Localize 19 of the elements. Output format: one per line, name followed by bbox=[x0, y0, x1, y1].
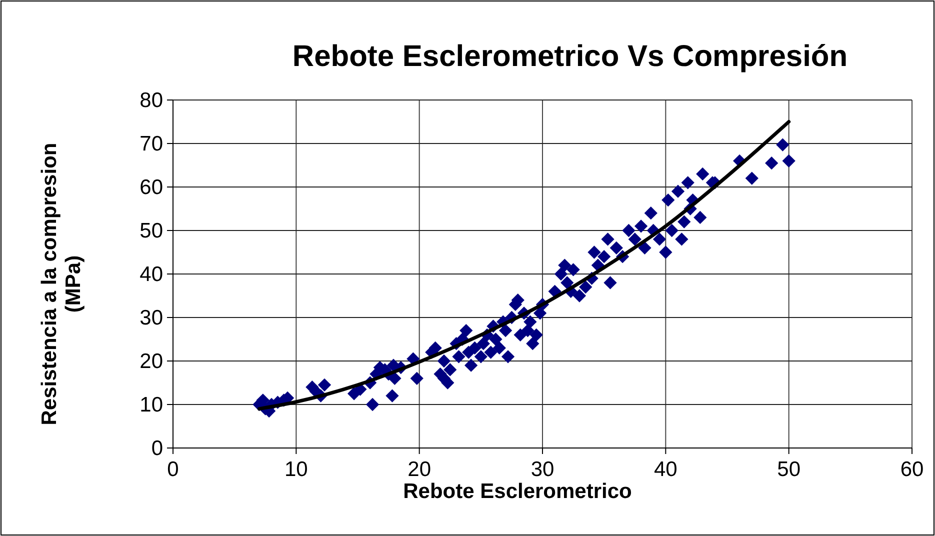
x-tick-label: 30 bbox=[530, 458, 554, 481]
x-tick-label: 50 bbox=[777, 458, 801, 481]
x-tick-label: 40 bbox=[654, 458, 678, 481]
y-tick-label: 70 bbox=[140, 132, 163, 156]
y-tick-label: 80 bbox=[140, 89, 163, 112]
y-tick-label: 60 bbox=[140, 176, 163, 199]
x-tick-label: 60 bbox=[900, 458, 924, 481]
x-tick-label: 10 bbox=[284, 458, 308, 481]
y-tick-label: 10 bbox=[140, 394, 163, 416]
y-tick-label: 40 bbox=[140, 263, 163, 286]
y-tick-label: 20 bbox=[140, 350, 163, 373]
y-tick-label: 0 bbox=[151, 437, 163, 460]
x-tick-label: 20 bbox=[408, 458, 432, 481]
y-tick-label: 50 bbox=[140, 220, 163, 242]
y-tick-label: 30 bbox=[140, 306, 163, 330]
x-tick-label: 0 bbox=[167, 458, 179, 481]
x-axis-title: Rebote Esclerometrico bbox=[403, 480, 632, 503]
y-axis-title: Resistencia a la compresion (MPa) bbox=[38, 142, 85, 426]
chart-title: Rebote Esclerometrico Vs Compresión bbox=[292, 40, 848, 73]
